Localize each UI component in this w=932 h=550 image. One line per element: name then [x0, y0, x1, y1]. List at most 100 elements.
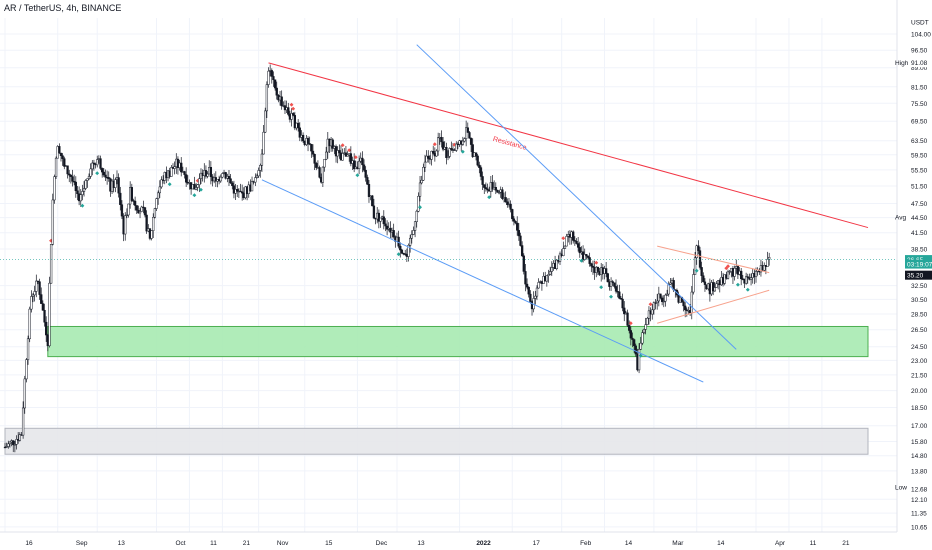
candle [417, 192, 420, 213]
candle-body [575, 240, 578, 244]
demand-zone[interactable] [4, 427, 869, 455]
candle-body [204, 170, 208, 177]
candle [520, 241, 524, 257]
candle-body [54, 157, 58, 177]
candle-body [224, 172, 227, 179]
candle-body [259, 165, 262, 171]
price-label-bg [909, 58, 932, 68]
candle-body [506, 201, 509, 205]
candle [66, 165, 69, 179]
candle [474, 152, 478, 161]
candle [153, 207, 157, 219]
candle-body [377, 212, 381, 222]
candle [272, 71, 275, 87]
candle-body [632, 339, 636, 347]
candle [524, 264, 527, 292]
candle-body [30, 296, 33, 310]
candle [586, 255, 590, 260]
candle-body [497, 192, 501, 194]
candle-body [7, 443, 10, 447]
trendline[interactable] [261, 179, 704, 383]
y-tick-label: 38.50 [911, 246, 928, 253]
candle [693, 252, 697, 275]
buy-marker: ◆ [487, 194, 491, 200]
candle-body [48, 282, 51, 347]
candle-body [338, 150, 341, 154]
candle: ◆ [461, 136, 465, 155]
candle-body [669, 282, 672, 285]
candle-body [101, 168, 104, 173]
candle [138, 208, 142, 219]
trendline[interactable] [657, 245, 770, 274]
buy-marker: ◆ [192, 192, 196, 198]
candle-body [170, 167, 173, 177]
candle [173, 161, 176, 175]
candle-body [464, 127, 468, 139]
candle [361, 151, 364, 173]
candle [512, 216, 516, 226]
candle [613, 282, 616, 289]
candle-body [501, 189, 504, 199]
candle [435, 149, 438, 157]
candle [117, 173, 120, 198]
candle [763, 262, 766, 272]
candle-body [509, 203, 512, 210]
candle [479, 165, 483, 181]
candle [92, 159, 96, 171]
price-label: 91.08 [911, 60, 928, 67]
candle-body [690, 291, 693, 314]
candle [392, 223, 395, 239]
candle-body [315, 163, 318, 168]
sell-marker: ◆ [196, 178, 200, 184]
candle-body [740, 270, 743, 280]
candle-body [576, 243, 580, 248]
candle-body [469, 137, 473, 145]
candle-body [361, 157, 364, 166]
y-tick-label: 104.00 [911, 32, 931, 39]
price-axis[interactable]: 104.00 96.50 89.00 81.50 75.50 69.50 63.50 59.5… [896, 0, 932, 550]
candle-body [744, 276, 748, 284]
y-tick-label: 47.50 [911, 201, 928, 208]
candle [40, 287, 43, 304]
trendline[interactable] [416, 44, 737, 350]
candle [76, 186, 79, 201]
candle [768, 252, 771, 266]
candle [471, 138, 474, 159]
sell-marker: ◆ [649, 301, 653, 307]
candle [36, 280, 40, 285]
candle [264, 107, 267, 134]
buy-marker: ◆ [397, 251, 401, 257]
candle [59, 152, 63, 162]
candle [455, 141, 458, 153]
candle-body [562, 248, 565, 256]
candle [315, 161, 318, 171]
candle-body [325, 151, 328, 160]
candle-body [344, 152, 348, 157]
candle [206, 171, 209, 179]
candle [385, 220, 389, 236]
trendline[interactable] [657, 289, 770, 324]
candle-body [311, 150, 315, 155]
candle-body [321, 166, 325, 183]
y-tick-label: 81.50 [911, 84, 928, 91]
candle [28, 306, 31, 343]
candle-body [596, 266, 600, 272]
candle-body [715, 283, 718, 288]
time-axis[interactable]: 16 Sep 13 Oct 11 21 Nov 15 Dec 13 2022 17 Feb 14 Mar 14… [0, 531, 932, 550]
candle-body [425, 155, 428, 163]
candle-body [573, 240, 576, 242]
candle [382, 210, 385, 230]
candle-body [31, 294, 35, 297]
candle [102, 168, 105, 178]
candle [265, 81, 269, 118]
price-tag-label: 35.20 [907, 273, 924, 280]
candle [321, 166, 325, 188]
candle [372, 198, 376, 220]
support-zone[interactable] [47, 325, 869, 358]
candle-body [301, 134, 305, 142]
candle [469, 137, 473, 153]
resistance-line[interactable] [268, 62, 869, 229]
candle-body [89, 168, 92, 177]
candle-body [623, 307, 626, 315]
